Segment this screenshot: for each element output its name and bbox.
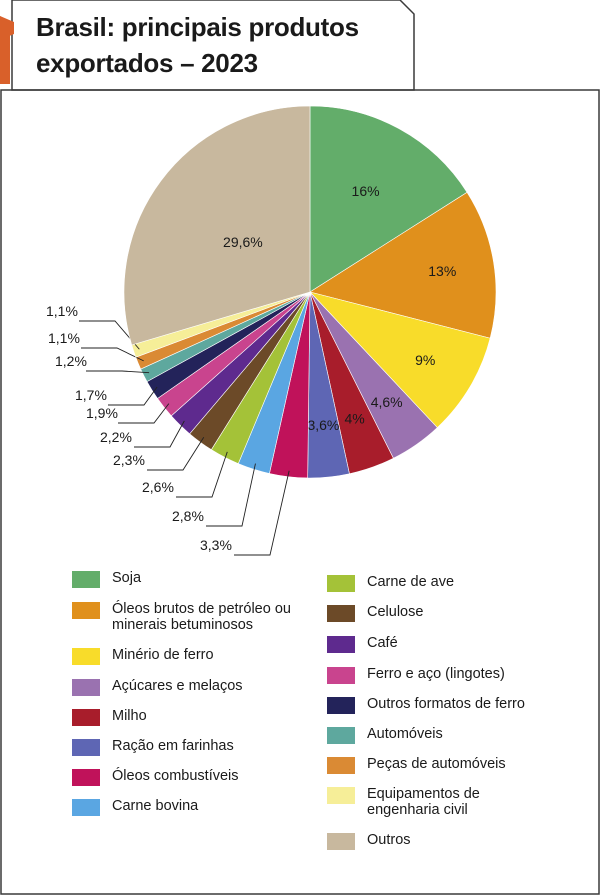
legend-label: Equipamentos de engenharia civil bbox=[367, 786, 480, 818]
legend-swatch bbox=[72, 571, 100, 588]
legend-swatch bbox=[327, 636, 355, 653]
legend-label: Açúcares e melaços bbox=[112, 678, 243, 694]
chart-title-line1: Brasil: principais produtos bbox=[36, 12, 359, 42]
data-label-racao-em-farinhas: 3,6% bbox=[307, 417, 339, 433]
legend-item-cafe: Café bbox=[327, 635, 398, 653]
legend-item-minerio-de-ferro: Minério de ferro bbox=[72, 647, 214, 665]
legend-label: Carne bovina bbox=[112, 798, 199, 814]
legend-item-racao-em-farinhas: Ração em farinhas bbox=[72, 738, 234, 756]
data-label-outros: 29,6% bbox=[223, 234, 263, 250]
legend-item-oleos-combustiveis: Óleos combustíveis bbox=[72, 768, 239, 786]
legend-label: Outros formatos de ferro bbox=[367, 696, 525, 712]
legend-label: Minério de ferro bbox=[112, 647, 214, 663]
leader-line-automoveis bbox=[86, 370, 150, 374]
data-label-oleos-combustiveis: 3,3% bbox=[200, 537, 232, 553]
legend-item-outros-formatos-de-ferro: Outros formatos de ferro bbox=[327, 696, 525, 714]
legend-swatch bbox=[72, 602, 100, 619]
legend-swatch bbox=[327, 575, 355, 592]
leader-line-outros-formatos-de-ferro bbox=[108, 386, 158, 406]
data-label-minerio-de-ferro: 9% bbox=[415, 352, 435, 368]
pie-slice-minerio-de-ferro bbox=[309, 291, 491, 429]
leader-line-celulose bbox=[147, 437, 205, 471]
data-label-celulose: 2,3% bbox=[113, 452, 145, 468]
data-label-carne-de-ave: 2,6% bbox=[142, 479, 174, 495]
legend-item-oleos-brutos-de-petroleo-ou-minerais-betuminosos: Óleos brutos de petróleo ou minerais bet… bbox=[72, 601, 291, 633]
legend-item-automoveis: Automóveis bbox=[327, 726, 443, 744]
data-label-automoveis: 1,2% bbox=[55, 353, 87, 369]
legend-label: Óleos combustíveis bbox=[112, 768, 239, 784]
legend-item-ferro-e-aco-lingotes: Ferro e aço (lingotes) bbox=[327, 666, 505, 684]
legend-swatch bbox=[72, 679, 100, 696]
leader-line-ferro-e-aco-lingotes bbox=[118, 403, 170, 424]
leader-line-pecas-de-automoveis bbox=[81, 347, 144, 362]
leader-line-cafe bbox=[134, 420, 185, 448]
legend-item-pecas-de-automoveis: Peças de automóveis bbox=[327, 756, 506, 774]
legend-label: Peças de automóveis bbox=[367, 756, 506, 772]
legend-label: Óleos brutos de petróleo ou minerais bet… bbox=[112, 601, 291, 633]
legend-label: Milho bbox=[112, 708, 147, 724]
legend-item-celulose: Celulose bbox=[327, 604, 423, 622]
pie-slice-outros bbox=[123, 105, 311, 346]
legend-swatch bbox=[327, 757, 355, 774]
legend-label: Soja bbox=[112, 570, 142, 586]
legend-label: Ração em farinhas bbox=[112, 738, 234, 754]
data-label-oleos-brutos-de-petroleo-ou-minerais-betuminosos: 13% bbox=[428, 263, 456, 279]
legend-swatch bbox=[72, 709, 100, 726]
legend-swatch bbox=[72, 739, 100, 756]
pie-slice-soja bbox=[309, 105, 468, 293]
data-label-pecas-de-automoveis: 1,1% bbox=[48, 330, 80, 346]
data-label-ferro-e-aco-lingotes: 1,9% bbox=[86, 405, 118, 421]
legend-swatch bbox=[327, 697, 355, 714]
title-tab bbox=[0, 0, 415, 91]
legend-item-soja: Soja bbox=[72, 570, 141, 588]
leader-line-carne-bovina bbox=[206, 463, 256, 527]
data-label-outros-formatos-de-ferro: 1,7% bbox=[75, 387, 107, 403]
legend-item-carne-de-ave: Carne de ave bbox=[327, 574, 454, 592]
pie-slice-oleos-brutos-de-petroleo-ou-minerais-betuminosos bbox=[309, 191, 497, 339]
legend-label: Ferro e aço (lingotes) bbox=[367, 666, 505, 682]
data-label-equipamentos-de-engenharia-civil: 1,1% bbox=[46, 303, 78, 319]
legend-label: Café bbox=[367, 635, 398, 651]
leader-line-carne-de-ave bbox=[176, 451, 228, 498]
legend-item-outros: Outros bbox=[327, 832, 411, 850]
legend-swatch bbox=[327, 667, 355, 684]
legend-item-equipamentos-de-engenharia-civil: Equipamentos de engenharia civil bbox=[327, 786, 480, 818]
chart-title-line2: exportados – 2023 bbox=[36, 48, 258, 78]
data-label-soja: 16% bbox=[352, 183, 380, 199]
legend-label: Carne de ave bbox=[367, 574, 455, 590]
legend-label: Outros bbox=[367, 832, 411, 848]
legend-swatch bbox=[327, 727, 355, 744]
legend-swatch bbox=[72, 769, 100, 786]
data-label-carne-bovina: 2,8% bbox=[172, 508, 204, 524]
legend-item-milho: Milho bbox=[72, 708, 147, 726]
legend-item-carne-bovina: Carne bovina bbox=[72, 798, 198, 816]
legend-swatch bbox=[72, 648, 100, 665]
data-label-milho: 4% bbox=[344, 410, 364, 426]
legend-swatch bbox=[327, 605, 355, 622]
legend-label: Celulose bbox=[367, 604, 424, 620]
data-label-cafe: 2,2% bbox=[100, 429, 132, 445]
data-label-acucares-e-melacos: 4,6% bbox=[371, 394, 403, 410]
leader-line-oleos-combustiveis bbox=[234, 470, 290, 556]
legend-item-acucares-e-melacos: Açúcares e melaços bbox=[72, 678, 243, 696]
legend-swatch bbox=[327, 833, 355, 850]
legend-swatch bbox=[72, 799, 100, 816]
legend-swatch bbox=[327, 787, 355, 804]
legend-label: Automóveis bbox=[367, 726, 443, 742]
